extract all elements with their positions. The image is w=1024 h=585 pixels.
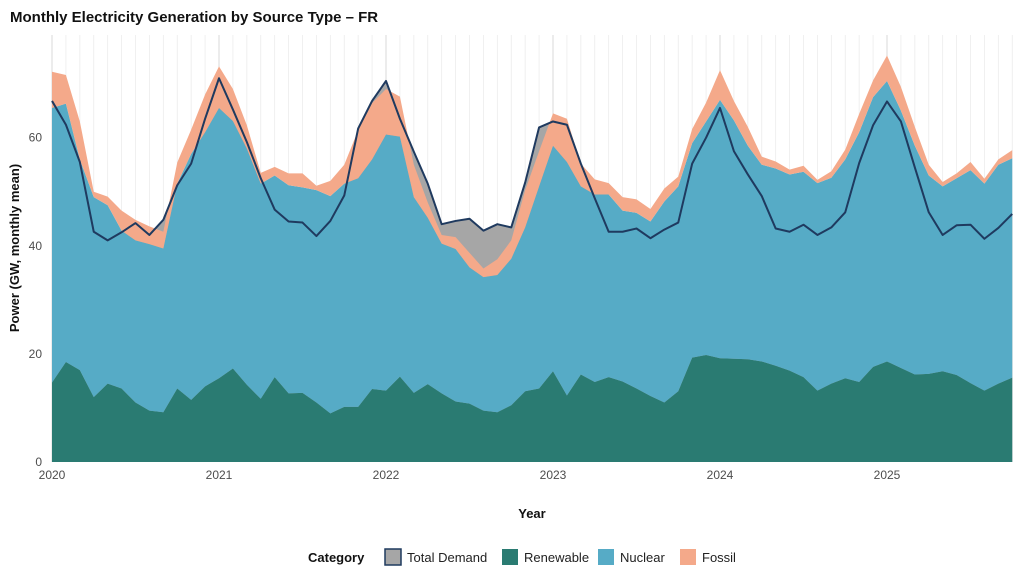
legend-key-nuclear — [598, 549, 614, 565]
x-tick-label: 2022 — [373, 468, 400, 482]
total-demand-line — [51, 77, 1013, 242]
x-tick-label: 2021 — [206, 468, 233, 482]
chart-title: Monthly Electricity Generation by Source… — [10, 9, 378, 26]
legend-key-renewable — [502, 549, 518, 565]
y-tick-label: 20 — [29, 347, 43, 361]
y-tick-label: 60 — [29, 131, 43, 145]
legend-label: Total Demand — [407, 550, 487, 565]
y-axis-label: Power (GW, monthly mean) — [7, 164, 22, 332]
nuclear-area — [52, 80, 1013, 414]
legend-title: Category — [308, 550, 365, 565]
renewable-area — [52, 354, 1013, 462]
legend-key-fossil — [680, 549, 696, 565]
x-tick-label: 2024 — [707, 468, 734, 482]
x-tick-label: 2023 — [540, 468, 567, 482]
x-tick-label: 2025 — [874, 468, 901, 482]
x-tick-label: 2020 — [39, 468, 66, 482]
legend: Category Total Demand Renewable Nuclear Foss… — [308, 548, 736, 566]
legend-key-total-demand — [384, 548, 402, 566]
legend-label: Renewable — [524, 550, 589, 565]
y-tick-label: 40 — [29, 239, 43, 253]
x-axis-label: Year — [518, 506, 545, 521]
legend-label: Fossil — [702, 550, 736, 565]
legend-label: Nuclear — [620, 550, 665, 565]
y-tick-label: 0 — [35, 455, 42, 469]
